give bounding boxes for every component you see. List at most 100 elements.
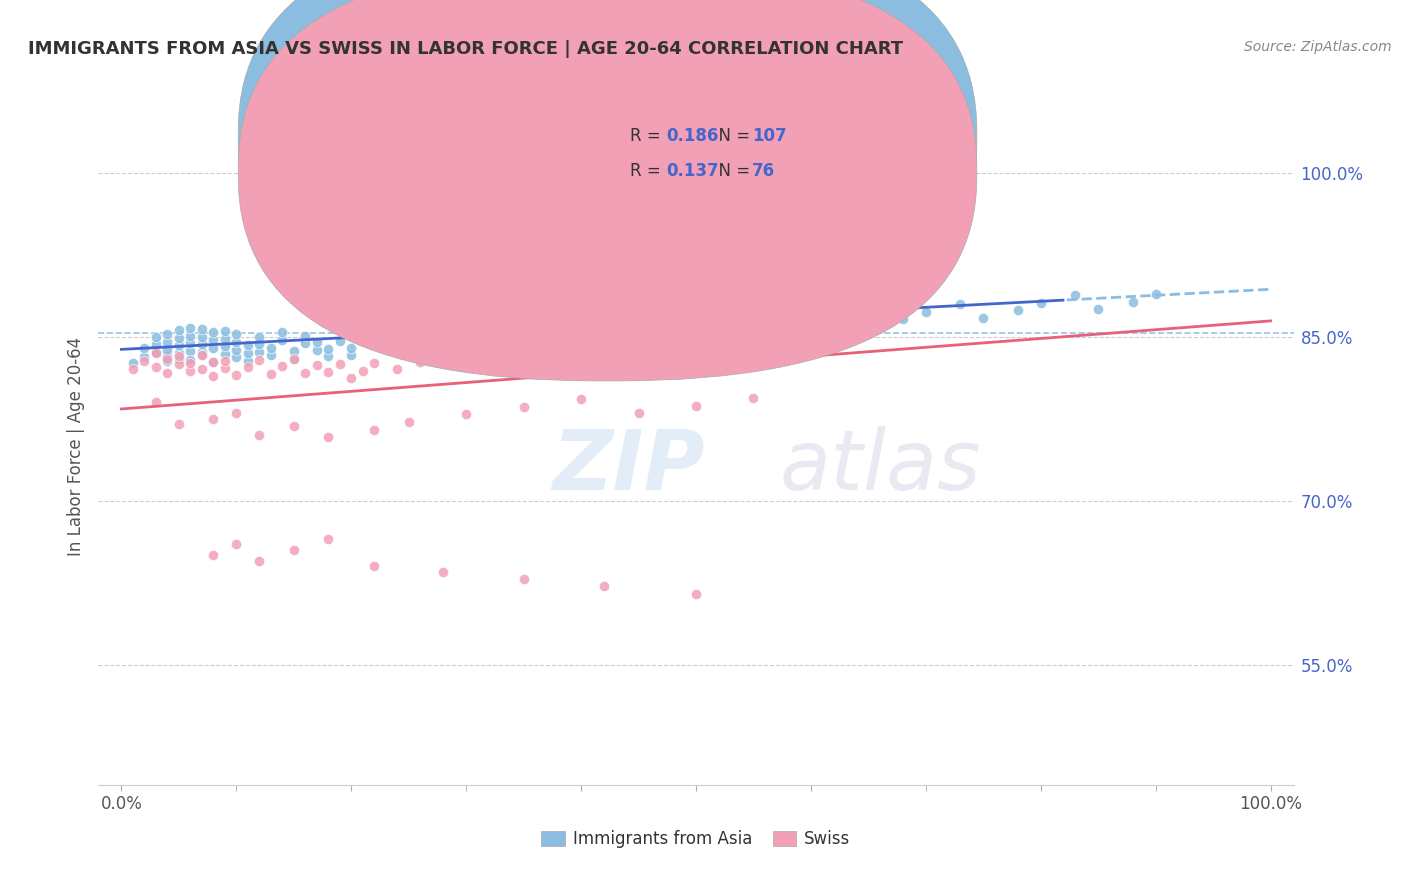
Point <box>638 315 661 329</box>
Point <box>247 428 270 442</box>
Point <box>891 312 914 326</box>
Point <box>363 559 385 574</box>
Point <box>329 334 352 348</box>
Point <box>294 336 316 351</box>
Text: N =: N = <box>709 162 755 180</box>
Point <box>776 321 799 335</box>
Point <box>167 357 190 371</box>
Point <box>260 348 283 362</box>
Point <box>363 297 385 311</box>
Point <box>569 392 592 406</box>
Point <box>225 327 247 342</box>
Point <box>225 351 247 365</box>
Point <box>167 351 190 366</box>
Point <box>202 326 225 340</box>
Point <box>340 341 363 355</box>
Y-axis label: In Labor Force | Age 20-64: In Labor Force | Age 20-64 <box>66 336 84 556</box>
Point <box>145 337 167 351</box>
Point <box>225 335 247 350</box>
Point <box>569 317 592 331</box>
Point <box>616 323 638 337</box>
Point <box>202 355 225 369</box>
Point <box>156 349 179 363</box>
Point <box>305 358 328 372</box>
Point <box>742 307 765 321</box>
Point <box>742 324 765 338</box>
Point <box>191 345 214 359</box>
Point <box>179 328 201 343</box>
Point <box>145 346 167 360</box>
Point <box>685 399 707 413</box>
Point <box>156 327 179 342</box>
Point <box>145 395 167 409</box>
Point <box>305 343 328 357</box>
Point <box>662 336 685 351</box>
FancyBboxPatch shape <box>582 111 893 199</box>
Point <box>167 349 190 363</box>
Point <box>134 341 156 355</box>
Point <box>202 549 225 563</box>
Text: IMMIGRANTS FROM ASIA VS SWISS IN LABOR FORCE | AGE 20-64 CORRELATION CHART: IMMIGRANTS FROM ASIA VS SWISS IN LABOR F… <box>28 40 903 58</box>
Point <box>214 332 236 346</box>
Point <box>742 391 765 405</box>
Point <box>122 362 145 376</box>
Point <box>685 236 707 251</box>
Point <box>547 324 569 338</box>
Point <box>340 348 363 362</box>
Point <box>247 554 270 568</box>
FancyBboxPatch shape <box>238 0 977 381</box>
Point <box>478 333 501 347</box>
Point <box>236 346 259 360</box>
Point <box>156 366 179 380</box>
Point <box>420 327 443 342</box>
Point <box>398 269 420 284</box>
Point <box>179 343 201 358</box>
Point <box>685 308 707 322</box>
Point <box>593 331 616 345</box>
Point <box>236 338 259 352</box>
Point <box>329 357 352 371</box>
Point <box>305 335 328 350</box>
Point <box>294 328 316 343</box>
Point <box>352 363 374 377</box>
Point <box>191 348 214 362</box>
Point <box>202 411 225 425</box>
Point <box>707 314 730 328</box>
Point <box>247 337 270 351</box>
Point <box>742 244 765 259</box>
Point <box>145 360 167 375</box>
Point <box>363 356 385 370</box>
Point <box>1029 295 1052 310</box>
Point <box>225 406 247 420</box>
Point <box>569 259 592 273</box>
Point <box>627 280 650 294</box>
Point <box>432 319 454 334</box>
Point <box>225 368 247 382</box>
Point <box>156 343 179 357</box>
Point <box>214 339 236 353</box>
Point <box>800 341 823 355</box>
Point <box>179 363 201 377</box>
Text: Source: ZipAtlas.com: Source: ZipAtlas.com <box>1244 40 1392 54</box>
Point <box>627 231 650 245</box>
Point <box>167 417 190 431</box>
Text: 0.137: 0.137 <box>666 162 718 180</box>
Point <box>283 351 305 366</box>
Point <box>524 338 547 352</box>
Point <box>340 371 363 385</box>
Text: 0.186: 0.186 <box>666 128 718 145</box>
Point <box>374 336 396 351</box>
Point <box>800 302 823 317</box>
Point <box>225 537 247 551</box>
Point <box>972 311 994 326</box>
Point <box>456 407 478 421</box>
Point <box>134 353 156 368</box>
Point <box>191 348 214 362</box>
Point <box>512 573 534 587</box>
Point <box>398 415 420 429</box>
Point <box>363 423 385 437</box>
Point <box>685 586 707 600</box>
Point <box>316 532 339 546</box>
Point <box>409 355 432 369</box>
Point <box>179 336 201 351</box>
